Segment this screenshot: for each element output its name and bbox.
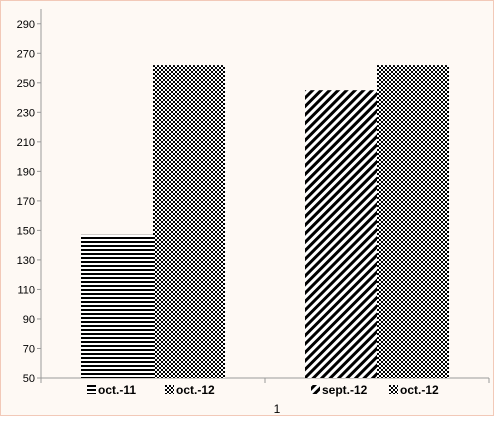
legend: oct.-11 oct.-12 sept.-12 oct.-12 [87, 383, 439, 397]
y-tick-label: 270 [17, 48, 35, 60]
bar [377, 65, 449, 378]
y-tick-label: 70 [23, 343, 35, 355]
y-tick-label: 250 [17, 78, 35, 90]
y-tick-label: 290 [17, 19, 35, 31]
y-tick-label: 230 [17, 107, 35, 119]
bar [81, 234, 153, 378]
y-tick-label: 150 [17, 225, 35, 237]
legend-swatch [389, 385, 398, 394]
y-tick-label: 190 [17, 166, 35, 178]
y-tick-label: 110 [17, 284, 35, 296]
legend-label: oct.-12 [176, 383, 215, 397]
footer-mark: 1 [274, 402, 281, 416]
bars [81, 65, 449, 379]
legend-label: oct.-12 [400, 383, 439, 397]
y-tick-label: 170 [17, 196, 35, 208]
tick-labels: 50 70 90 110 130 150 170 190 210 230 250 270 290 [17, 19, 35, 385]
legend-label: sept.-12 [322, 383, 368, 397]
legend-swatch [87, 385, 96, 394]
y-tick-label: 90 [23, 314, 35, 326]
bar [153, 65, 225, 378]
y-tick-label: 210 [17, 137, 35, 149]
y-tick-label: 50 [23, 373, 35, 385]
legend-swatch [165, 385, 174, 394]
bar [305, 90, 377, 379]
y-tick-label: 130 [17, 255, 35, 267]
legend-swatch [311, 385, 320, 394]
legend-label: oct.-11 [98, 383, 136, 397]
